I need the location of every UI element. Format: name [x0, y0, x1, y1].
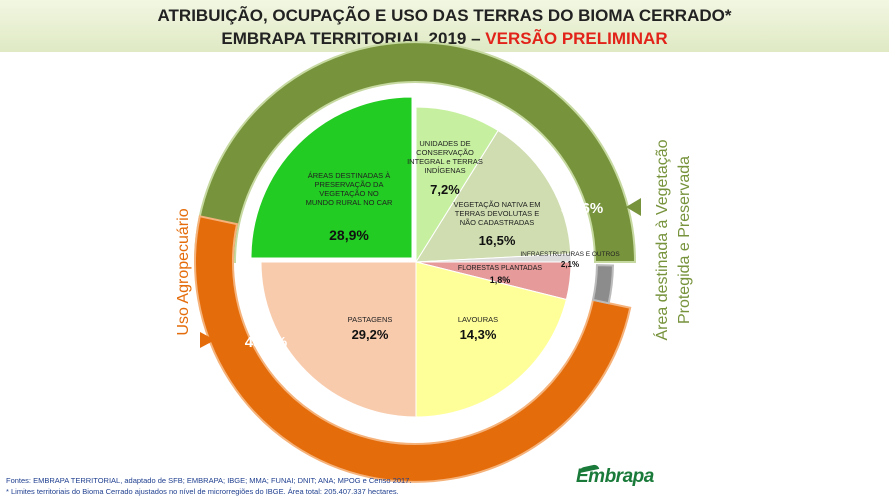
outer-ring-infra-segment: [591, 264, 614, 305]
slice-label-florestas-plantadas: FLORESTAS PLANTADAS: [458, 265, 542, 272]
outer-value-agro: 45,3%: [245, 334, 288, 351]
embrapa-logo: Embrapa: [576, 463, 654, 492]
slice-labels: ÁREAS DESTINADAS À PRESERVAÇÃO DA VEGETAÇÃ…: [175, 139, 693, 351]
outer-ring-uso-agropecuario: [194, 215, 632, 483]
slice-value-lavouras: 14,3%: [460, 327, 497, 342]
outer-value-preserved: 52,6%: [561, 200, 604, 217]
subtitle-accent: VERSÃO PRELIMINAR: [485, 29, 668, 48]
agro-arrow-icon: [200, 332, 215, 348]
slice-vegetacao-nativa-em-terras-devolutas-e-n: [415, 129, 572, 263]
slice-value-florestas-plantadas: 1,8%: [490, 275, 511, 285]
slice-label-unidades-de-conservacao-integral-e-terra: UNIDADES DE CONSERVAÇÃO INTEGRAL e TERRAS I…: [407, 139, 483, 175]
slice-areas-destinadas-a-preservacao-da-vegeta: [250, 96, 413, 259]
footnote-sources: Fontes: EMBRAPA TERRITORIAL, adaptado de…: [6, 476, 412, 485]
slice-label-infraestruturas-e-outros: INFRAESTRUTURAS E OUTROS: [520, 251, 620, 258]
chart-title: ATRIBUIÇÃO, OCUPAÇÃO E USO DAS TERRAS DO…: [157, 6, 732, 25]
slice-label-lavouras: LAVOURAS: [458, 315, 498, 324]
preserved-arrow-icon: [626, 198, 641, 216]
slice-value-infraestruturas-e-outros: 2,1%: [561, 260, 579, 269]
slice-pastagens: [260, 261, 417, 418]
outer-ring-area-destinada-a-vegetacao-protegida-e-p: [193, 41, 637, 263]
side-label-preserved: Área destinada à Vegetação Protegida e Pr…: [652, 139, 693, 340]
slice-label-pastagens: PASTAGENS: [348, 315, 393, 324]
inner-pie: [250, 96, 572, 418]
slice-value-areas-destinadas-a-preservacao-da-vegeta: 28,9%: [329, 227, 369, 243]
slice-label-vegetacao-nativa-em-terras-devolutas-e-n: VEGETAÇÃO NATIVA EM TERRAS DEVOLUTAS E NÃO…: [453, 200, 540, 227]
slice-lavouras: [415, 261, 568, 418]
slice-value-pastagens: 29,2%: [352, 327, 389, 342]
slice-value-unidades-de-conservacao-integral-e-terra: 7,2%: [430, 182, 460, 197]
side-label-agro: Uso Agropecuário: [175, 208, 192, 335]
slice-unidades-de-conservacao-integral-e-terra: [415, 106, 499, 264]
outer-ring: [193, 41, 637, 483]
slice-label-areas-destinadas-a-preservacao-da-vegeta: ÁREAS DESTINADAS À PRESERVAÇÃO DA VEGETAÇÃ…: [306, 171, 393, 207]
footnote-limits: * Limites territoriais do Bioma Cerrado …: [6, 487, 399, 496]
logo-text: Embrapa: [576, 466, 654, 487]
slice-value-vegetacao-nativa-em-terras-devolutas-e-n: 16,5%: [479, 233, 516, 248]
